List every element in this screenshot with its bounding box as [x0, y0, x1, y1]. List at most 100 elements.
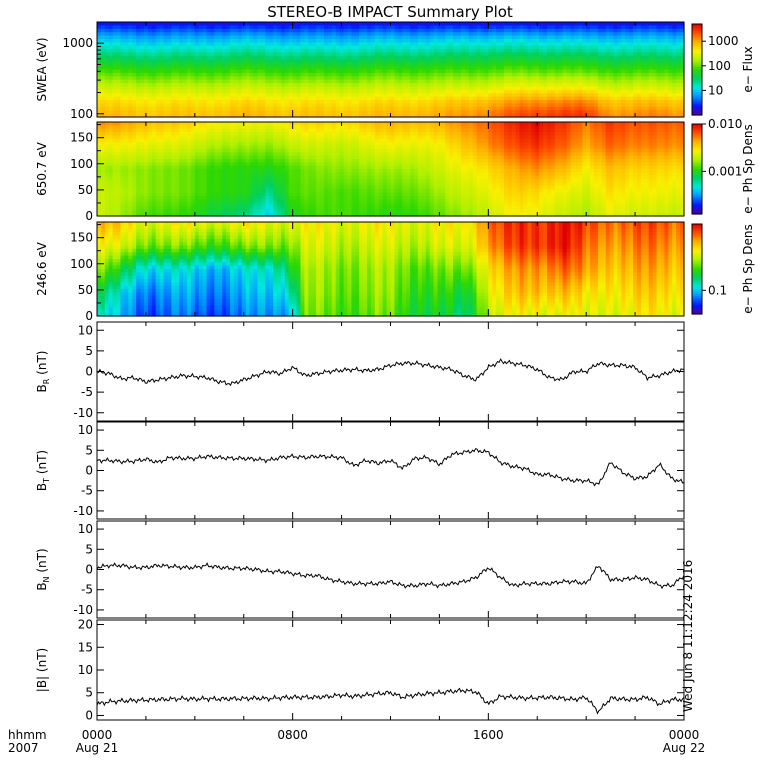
panel-1-heatmap-cell [496, 22, 501, 26]
panel-1-heatmap-cell [676, 45, 681, 50]
panel-1-heatmap-cell [394, 93, 399, 98]
panel-1-heatmap-cell [633, 55, 638, 60]
panel-1-heatmap-cell [382, 89, 388, 94]
panel-2-heatmap-cell [104, 122, 110, 126]
panel-2-heatmap-cell [108, 189, 114, 194]
panel-1-heatmap-cell [257, 35, 262, 40]
panel-1-heatmap-cell [511, 49, 517, 54]
panel-1-heatmap-cell [640, 32, 646, 37]
panel-1-heatmap-cell [175, 35, 180, 40]
panel-1-heatmap-cell [335, 35, 341, 40]
panel-1-heatmap-cell [100, 103, 106, 108]
panel-1-heatmap-cell [347, 22, 352, 26]
panel-1-heatmap-cell [664, 110, 669, 115]
panel-1-heatmap-cell [570, 59, 576, 64]
panel-1-heatmap-cell [171, 89, 176, 94]
panel-1-heatmap-cell [300, 106, 305, 111]
panel-1-heatmap-cell [386, 86, 392, 91]
panel-1-heatmap-cell [284, 93, 290, 98]
panel-1-heatmap-cell [441, 100, 446, 105]
panel-1-heatmap-cell [335, 72, 341, 77]
panel-1-heatmap-cell [284, 69, 290, 74]
panel-1-heatmap-cell [179, 103, 184, 108]
panel-2-heatmap-cell [112, 192, 118, 197]
panel-2-heatmap-cell [116, 212, 122, 217]
panel-1-heatmap-cell [194, 103, 200, 108]
panel-1-heatmap-cell [574, 69, 579, 74]
panel-1-heatmap-cell [621, 83, 626, 88]
panel-1-heatmap-cell [269, 106, 274, 111]
panel-2-heatmap-cell [104, 182, 110, 187]
panel-1-heatmap-cell [202, 103, 208, 108]
panel-2-heatmap-cell [163, 142, 169, 147]
panel-1-heatmap-cell [230, 66, 235, 71]
panel-2-heatmap-cell [143, 179, 149, 184]
panel-1-heatmap-cell [511, 66, 517, 71]
panel-1-heatmap-cell [410, 100, 415, 105]
panel-1-heatmap-cell [590, 66, 595, 71]
panel-2-heatmap-cell [132, 158, 137, 163]
panel-1-heatmap-cell [320, 38, 325, 43]
panel-1-heatmap-cell [550, 52, 556, 57]
panel-1-heatmap-cell [230, 35, 235, 40]
panel-2-heatmap-cell [128, 172, 133, 177]
panel-1-heatmap-cell [370, 28, 376, 33]
panel-1-colorbar-cell [692, 78, 702, 82]
panel-1-heatmap-cell [312, 86, 317, 91]
panel-1-heatmap-cell [578, 86, 583, 91]
panel-1-heatmap-cell [190, 28, 196, 33]
panel-1-heatmap-cell [140, 59, 145, 64]
panel-2-heatmap-cell [151, 138, 157, 143]
panel-1-heatmap-cell [515, 69, 521, 74]
panel-1-heatmap-cell [237, 103, 243, 108]
panel-1-heatmap-cell [163, 100, 169, 105]
panel-1-heatmap-cell [277, 89, 282, 94]
panel-2-heatmap-cell [120, 169, 125, 173]
panel-1-heatmap-cell [230, 110, 235, 115]
panel-2-heatmap-cell [155, 182, 161, 187]
panel-1-heatmap-cell [468, 22, 474, 26]
panel-2-heatmap-cell [179, 199, 184, 204]
panel-1-heatmap-cell [296, 49, 302, 54]
panel-2-heatmap-cell [132, 205, 137, 210]
panel-1-heatmap-cell [449, 59, 454, 64]
panel-1-heatmap-cell [629, 32, 634, 37]
panel-1-heatmap-cell [547, 93, 552, 98]
panel-1-heatmap-cell [257, 100, 262, 105]
panel-1-heatmap-cell [97, 89, 102, 94]
panel-1-heatmap-cell [625, 106, 630, 111]
panel-1-heatmap-cell [664, 96, 669, 101]
panel-1-heatmap-cell [386, 72, 392, 77]
panel-1-heatmap-cell [112, 76, 118, 81]
panel-1-heatmap-cell [535, 49, 540, 54]
panel-1-heatmap-cell [402, 45, 407, 50]
panel-1-heatmap-cell [406, 93, 411, 98]
panel-1-heatmap-cell [108, 55, 114, 60]
panel-1-heatmap-cell [402, 93, 407, 98]
panel-1-heatmap-cell [625, 35, 630, 40]
panel-1-heatmap-cell [445, 100, 450, 105]
panel-2-heatmap-cell [97, 195, 102, 200]
panel-1-heatmap-cell [222, 96, 227, 101]
panel-2-heatmap-cell [100, 125, 106, 130]
panel-2-heatmap-cell [163, 195, 169, 200]
panel-1-heatmap-cell [280, 72, 286, 77]
panel-2-heatmap-cell [116, 125, 122, 130]
panel-1-heatmap-cell [539, 62, 544, 67]
panel-1-heatmap-cell [237, 89, 243, 94]
panel-1-heatmap-cell [617, 49, 622, 54]
panel-1-heatmap-cell [143, 55, 149, 60]
panel-2-heatmap-cell [167, 138, 172, 143]
panel-1-heatmap-cell [308, 55, 313, 60]
panel-1-heatmap-cell [269, 79, 274, 84]
panel-1-heatmap-cell [453, 72, 458, 77]
panel-1-heatmap-cell [605, 69, 611, 74]
panel-1-heatmap-cell [222, 59, 227, 64]
panel-1-heatmap-cell [574, 93, 579, 98]
panel-1-heatmap-cell [593, 55, 599, 60]
panel-2-heatmap-cell [143, 145, 149, 150]
panel-1-heatmap-cell [637, 35, 642, 40]
panel-1-heatmap-cell [503, 113, 509, 118]
panel-2-heatmap-cell [120, 162, 125, 167]
panel-1-heatmap-cell [140, 86, 145, 91]
